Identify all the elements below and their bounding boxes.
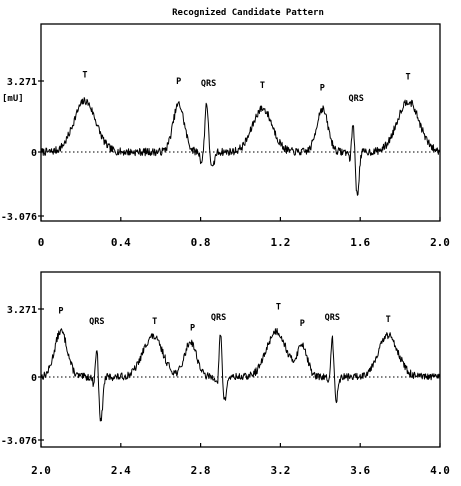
y-tick-label: 3.271	[7, 305, 37, 316]
top-unit-label: [mU]	[2, 94, 24, 104]
x-tick-label: 2.0	[31, 464, 51, 477]
wave-label-qrs: QRS	[201, 79, 216, 89]
wave-label-t: T	[152, 317, 157, 327]
wave-label-p: P	[176, 77, 181, 87]
x-tick-label: 2.0	[430, 236, 450, 249]
top-ecg-trace	[40, 97, 441, 196]
wave-label-qrs: QRS	[211, 313, 226, 323]
x-tick-label: 2.4	[111, 464, 131, 477]
top-plot-frame	[40, 23, 441, 222]
x-tick-label: 0	[38, 236, 45, 249]
x-tick-label: 1.6	[350, 236, 370, 249]
wave-label-t: T	[82, 70, 87, 80]
wave-label-p: P	[190, 323, 195, 333]
wave-label-qrs: QRS	[89, 317, 104, 327]
x-tick-label: 4.0	[430, 464, 450, 477]
wave-label-p: P	[58, 307, 63, 317]
x-tick-label: 3.6	[350, 464, 370, 477]
y-tick-label: 0	[31, 148, 37, 159]
wave-label-p: P	[300, 319, 305, 329]
y-tick-label: 0	[31, 373, 37, 384]
x-tick-label: 3.2	[270, 464, 290, 477]
wave-label-qrs: QRS	[349, 94, 364, 104]
wave-label-qrs: QRS	[325, 313, 340, 323]
wave-label-t: T	[276, 303, 281, 313]
wave-label-t: T	[386, 315, 391, 325]
x-tick-label: 0.4	[111, 236, 131, 249]
y-tick-label: -3.076	[1, 436, 37, 447]
x-tick-label: 0.8	[191, 236, 211, 249]
y-tick-label: -3.076	[1, 212, 37, 223]
bottom-plot-frame	[40, 271, 441, 448]
top-panel: 3.271 0 -3.076 0 0.4 0.8 1.2 1.6 2.0 T P QRS T P QRS…	[1, 23, 450, 249]
bottom-panel: 3.271 0 -3.076 2.0 2.4 2.8 3.2 3.6 4.0 P QRS T P QR…	[1, 271, 450, 477]
y-tick-label: 3.271	[7, 77, 37, 88]
x-tick-label: 2.8	[191, 464, 211, 477]
x-tick-label: 1.2	[270, 236, 290, 249]
figure-title: Recognized Candidate Pattern	[172, 7, 324, 18]
wave-label-t: T	[406, 73, 411, 83]
wave-label-p: P	[320, 83, 325, 93]
wave-label-t: T	[260, 81, 265, 91]
bottom-ecg-trace	[40, 328, 441, 422]
